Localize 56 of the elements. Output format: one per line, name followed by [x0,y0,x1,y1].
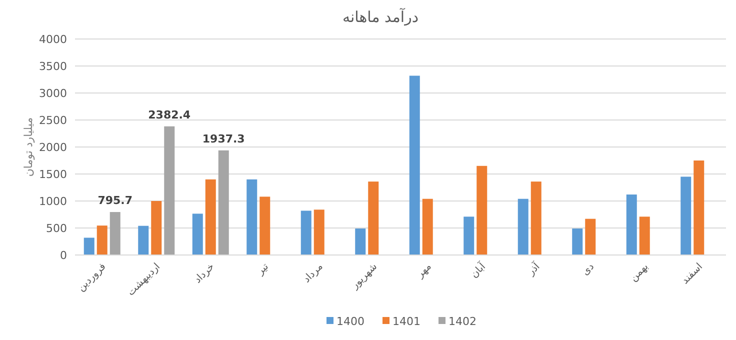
bar [476,166,488,255]
bar [585,218,596,255]
x-tick-label: مرداد [302,261,326,286]
bar [355,228,366,255]
bar [138,226,149,255]
y-tick-label: 3500 [39,60,67,73]
legend-label: 1402 [448,315,476,328]
legend-label: 1401 [392,315,420,328]
bar [110,212,120,255]
y-tick-label: 2500 [39,114,67,127]
x-tick-label: شهریور [348,261,380,292]
y-axis-title: میلیارد تومان [22,117,35,177]
x-tick-label: تیر [254,261,272,278]
bar [314,210,324,255]
bar [192,214,203,255]
bar [530,182,542,255]
x-tick-label: خرداد [192,261,217,286]
y-tick-label: 4000 [39,33,67,46]
x-tick-label: اردیبهشت [126,261,162,298]
bar [422,198,433,255]
bar [218,150,229,255]
bar [96,226,108,255]
data-label: 795.7 [98,194,133,208]
bar [518,198,528,255]
bar [680,176,692,255]
y-tick-label: 0 [60,249,67,262]
bar [205,179,216,255]
bar [626,194,637,255]
bar [639,216,650,255]
x-tick-label: اسفند [680,261,705,286]
y-tick-label: 2000 [39,141,67,154]
bar [84,238,94,255]
data-label: 2382.4 [148,108,191,122]
bar [260,196,270,255]
bar [694,160,704,255]
chart-title: درآمد ماهانه [342,7,419,26]
bar [300,210,312,255]
x-tick-label: فروردین [76,261,108,294]
bar [368,182,379,255]
bar [464,216,474,255]
y-tick-label: 1500 [39,168,67,181]
bar [246,179,258,255]
x-tick-label: بهمن [628,261,651,284]
legend-label: 1400 [336,315,364,328]
bar [151,201,162,255]
bar [409,76,420,255]
x-tick-label: مهر [414,261,434,281]
y-tick-label: 3000 [39,87,67,100]
bar [164,126,175,255]
data-label: 1937.3 [202,132,245,146]
y-tick-label: 500 [46,222,67,235]
x-tick-label: دی [580,261,596,278]
x-tick-label: آذر [524,259,544,278]
bar [572,228,583,255]
y-tick-label: 1000 [39,195,67,208]
x-tick-label: آبان [468,259,489,280]
